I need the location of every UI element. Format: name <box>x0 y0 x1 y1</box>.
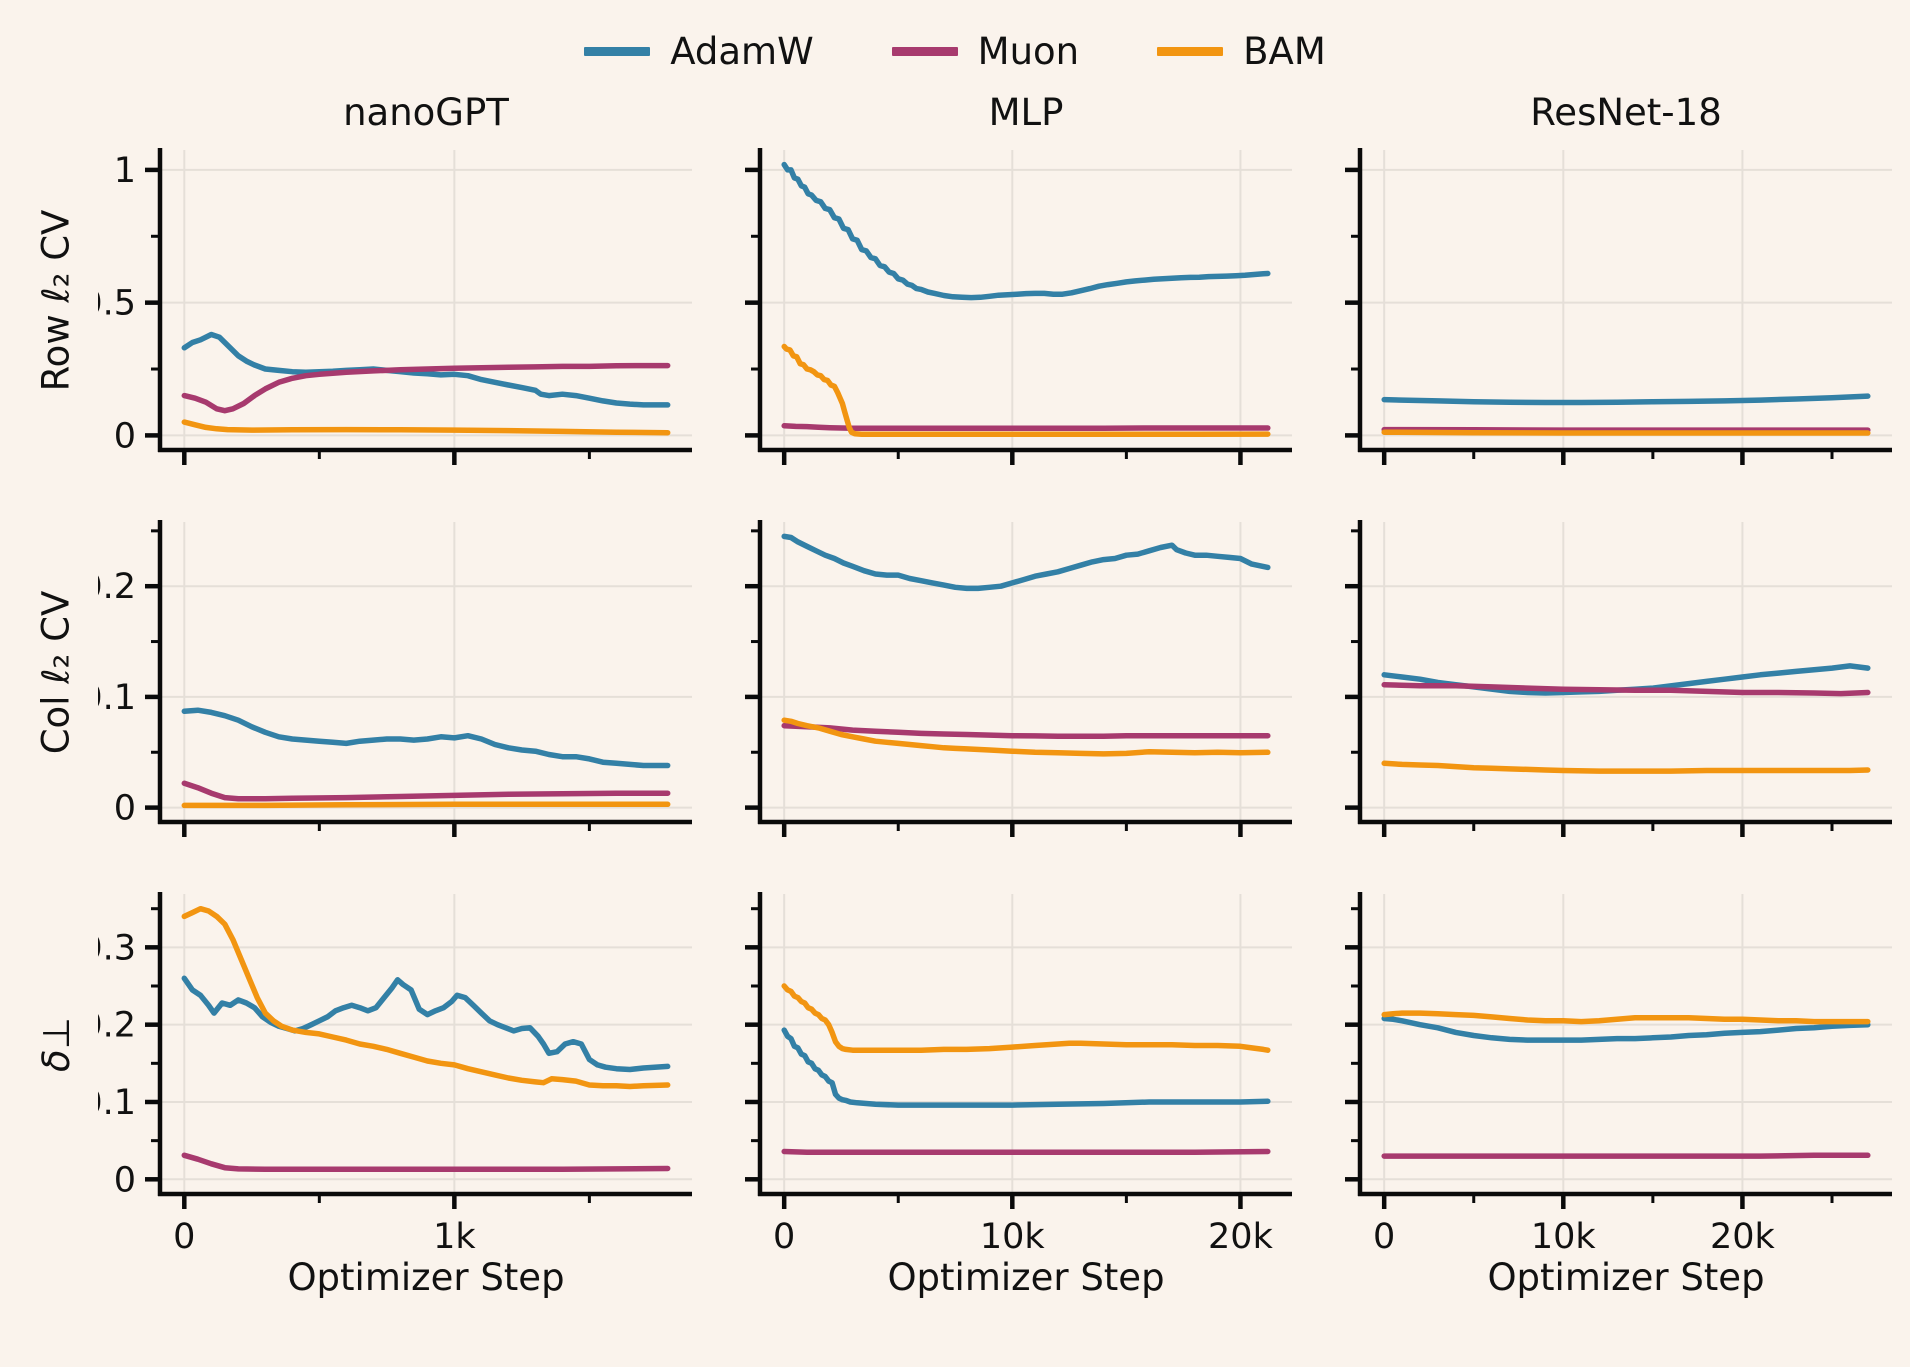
legend-label-adamw: AdamW <box>670 29 814 73</box>
muon-line-swatch <box>891 46 958 56</box>
svg-text:0: 0 <box>114 789 136 829</box>
svg-text:10k: 10k <box>980 1217 1046 1256</box>
column-title-resnet18: ResNet-18 <box>1530 91 1722 134</box>
legend-item-bam: BAM <box>1157 30 1326 73</box>
subplot-delta-perp-mlp: 0 10k 20k <box>745 892 1292 1256</box>
subplot-delta-perp-nanogpt: 0 0.1 0.2 0.3 0 1k <box>98 892 692 1256</box>
svg-text:0: 0 <box>173 1217 195 1256</box>
x-axis-label-nanogpt: Optimizer Step <box>287 1256 565 1299</box>
x-axis-label-resnet18: Optimizer Step <box>1487 1256 1765 1299</box>
subplot-row-l2-cv-nanogpt: 00.51 <box>98 148 692 465</box>
svg-text:1: 1 <box>114 151 136 191</box>
svg-text:0: 0 <box>114 416 136 456</box>
subplot-col-l2-cv-mlp <box>745 520 1292 837</box>
figure-grid: nanoGPT MLP ResNet-18 Row ℓ₂ CV 00.51 Co… <box>14 78 1910 1314</box>
bam-line-swatch <box>1157 46 1224 56</box>
svg-text:0: 0 <box>773 1217 795 1256</box>
row-label-col-l2-cv: Col ℓ₂ CV <box>34 590 78 754</box>
svg-text:0: 0 <box>114 1160 136 1200</box>
svg-text:1k: 1k <box>433 1217 476 1256</box>
legend-item-adamw: AdamW <box>584 29 814 73</box>
svg-text:20k: 20k <box>1208 1217 1274 1256</box>
svg-text:0.3: 0.3 <box>98 928 136 968</box>
column-title-nanogpt: nanoGPT <box>343 91 509 134</box>
subplot-row-l2-cv-resnet18 <box>1345 148 1892 465</box>
svg-text:0.2: 0.2 <box>98 567 136 607</box>
svg-text:0.5: 0.5 <box>98 284 136 324</box>
legend: AdamW Muon BAM <box>0 0 1910 78</box>
legend-item-muon: Muon <box>891 29 1080 73</box>
row-label-delta-perp: δ⊥ <box>34 1016 78 1072</box>
subplot-row-l2-cv-mlp <box>745 148 1292 465</box>
svg-text:0.1: 0.1 <box>98 1083 136 1123</box>
svg-text:10k: 10k <box>1531 1217 1597 1256</box>
svg-text:0.1: 0.1 <box>98 678 136 718</box>
column-title-mlp: MLP <box>988 91 1064 134</box>
adamw-line-swatch <box>584 46 651 56</box>
subplot-delta-perp-resnet18: 0 10k 20k <box>1345 892 1892 1256</box>
svg-text:0: 0 <box>1373 1217 1395 1256</box>
legend-label-muon: Muon <box>977 29 1080 73</box>
row-label-row-l2-cv: Row ℓ₂ CV <box>34 209 78 391</box>
svg-text:20k: 20k <box>1710 1217 1776 1256</box>
subplot-col-l2-cv-nanogpt: 0 0.1 0.2 <box>98 520 692 837</box>
x-axis-label-mlp: Optimizer Step <box>887 1256 1165 1299</box>
xlabel-spacer <box>14 1256 98 1314</box>
subplot-col-l2-cv-resnet18 <box>1345 520 1892 837</box>
legend-label-bam: BAM <box>1243 29 1326 73</box>
svg-text:0.2: 0.2 <box>98 1006 136 1046</box>
grid-corner <box>14 78 98 140</box>
